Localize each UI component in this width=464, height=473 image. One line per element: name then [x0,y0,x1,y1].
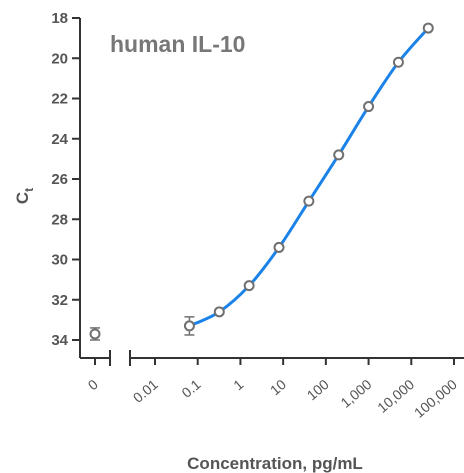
y-tick-label: 28 [51,211,68,228]
y-tick-label: 26 [51,171,68,188]
fit-curve [187,26,430,328]
data-point [392,56,404,68]
data-point [422,22,434,34]
y-tick-label: 32 [51,292,68,309]
data-point [303,195,315,207]
x-tick-label: 0.01 [130,376,161,406]
y-tick-label: 24 [51,131,68,148]
svg-text:Ct: Ct [13,188,36,204]
x-tick-label: 10 [267,376,289,398]
data-point [273,241,285,253]
y-tick-label: 18 [51,10,68,27]
data-point [89,328,101,340]
data-point [363,101,375,113]
data-point [243,280,255,292]
chart-title: human IL-10 [110,31,245,57]
y-tick-label: 20 [51,50,68,67]
x-tick-label: 0 [85,376,101,393]
x-axis-label: Concentration, pg/mL [187,454,363,473]
y-axis-label-sub: t [22,188,36,192]
data-point [333,149,345,161]
y-tick-label: 30 [51,252,68,269]
y-tick-label: 22 [51,91,68,108]
x-tick-label: 100,000 [411,376,460,421]
y-axis-label-main: C [13,192,32,204]
x-tick-label: 1,000 [337,376,374,411]
x-tick-label: 1 [230,376,246,393]
y-tick-label: 34 [51,332,68,349]
data-point [183,320,195,332]
x-tick-label: 100 [304,376,332,403]
y-axis-label: Ct [13,188,36,204]
x-tick-label: 0.1 [178,376,203,401]
data-point [213,306,225,318]
